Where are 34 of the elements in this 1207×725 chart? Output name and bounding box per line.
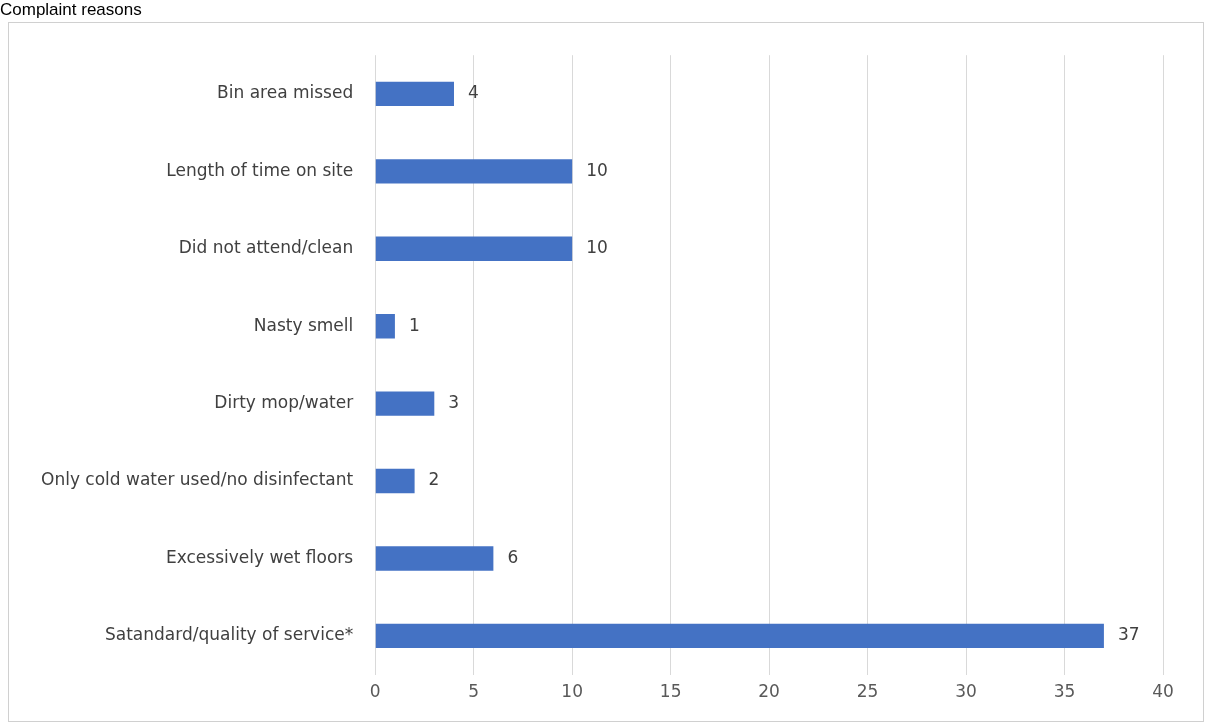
data-label: 4: [468, 82, 479, 103]
data-label: 37: [1117, 624, 1140, 645]
y-tick-label: Bin area missed: [217, 82, 354, 103]
x-tick-label: 5: [468, 681, 480, 702]
y-tick-label: Length of time on site: [166, 159, 354, 180]
x-tick-label: 15: [659, 681, 682, 702]
y-tick-label: Did not attend/clean: [178, 237, 354, 258]
y-tick-label: Only cold water used/no disinfectant: [41, 469, 354, 490]
data-label: 10: [586, 159, 608, 180]
x-tick-label: 0: [369, 681, 381, 702]
x-tick-label: 20: [758, 681, 780, 702]
y-tick-label: Excessively wet floors: [165, 546, 354, 567]
x-tick-label: 40: [1152, 681, 1174, 702]
data-label: 10: [586, 237, 608, 258]
data-label: 3: [448, 392, 460, 413]
bar: [375, 313, 395, 339]
bar: [375, 236, 573, 261]
y-tick-label: Satandard/quality of service*: [104, 624, 354, 645]
bar: [375, 623, 1104, 649]
bar: [375, 81, 454, 107]
y-tick-label: Dirty mop/water: [214, 392, 354, 413]
x-tick-label: 30: [955, 681, 977, 702]
bar: [375, 391, 435, 416]
data-label: 2: [428, 469, 440, 490]
y-tick-label: Nasty smell: [253, 314, 354, 335]
data-label: 6: [507, 546, 519, 567]
x-tick-label: 25: [856, 681, 879, 702]
data-label: 1: [408, 314, 420, 335]
bar: [375, 159, 573, 184]
bar: [375, 546, 494, 571]
x-tick-label: 35: [1053, 681, 1076, 702]
text: Complaint reasons: [0, 0, 142, 20]
x-tick-label: 10: [561, 681, 583, 702]
bar: [375, 468, 415, 494]
